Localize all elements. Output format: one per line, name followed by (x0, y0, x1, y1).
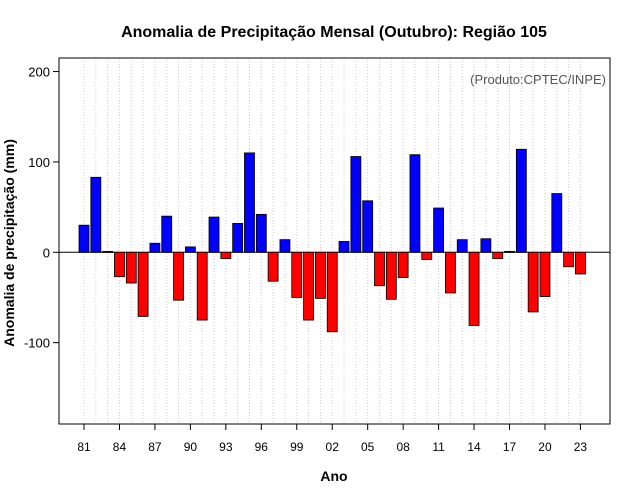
bar-84 (114, 251, 125, 278)
bar-08 (397, 251, 409, 278)
x-tick-label: 11 (432, 440, 445, 454)
x-tick-label: 05 (361, 440, 375, 454)
bar-03 (338, 241, 350, 253)
bar-99 (291, 251, 303, 298)
bar-96 (255, 213, 267, 253)
bar-85 (125, 251, 137, 284)
bar-06 (374, 251, 385, 287)
y-tick-label: -100 (24, 336, 50, 351)
x-tick-label: 81 (77, 440, 91, 454)
bar-02 (326, 251, 338, 333)
bar-23 (575, 251, 586, 275)
x-tick-label: 17 (503, 440, 517, 454)
bar-15 (480, 238, 492, 253)
bar-86 (137, 251, 149, 317)
bar-10 (421, 251, 433, 260)
bar-16 (492, 251, 504, 260)
x-tick-label: 20 (538, 440, 552, 454)
bar-83 (102, 250, 114, 253)
x-tick-label: 96 (255, 440, 269, 454)
bar-98 (279, 239, 291, 253)
y-tick-label: 100 (28, 155, 50, 170)
bar-88 (161, 215, 173, 253)
bar-93 (220, 251, 232, 260)
x-tick-label: 84 (113, 440, 127, 454)
bar-20 (539, 251, 551, 297)
bar-05 (362, 200, 374, 253)
bar-01 (314, 251, 326, 299)
bar-07 (385, 251, 397, 300)
bar-12 (445, 251, 456, 294)
x-tick-label: 87 (148, 440, 162, 454)
x-tick-label: 93 (219, 440, 233, 454)
x-tick-label: 02 (326, 440, 340, 454)
y-tick-label: 0 (43, 245, 50, 260)
x-tick-label: 08 (396, 440, 410, 454)
bar-21 (551, 193, 563, 253)
bar-87 (149, 242, 161, 253)
x-axis: 81 84 87 90 93 96 99 02 05 08 11 14 17 20 23 (77, 424, 587, 454)
bar-04 (350, 156, 362, 253)
bar-17 (504, 250, 515, 253)
bar-11 (433, 207, 445, 253)
chart-title: Anomalia de Precipitação Mensal (Outubro… (121, 24, 547, 41)
bar-09 (409, 154, 421, 253)
vertical-grid (83, 58, 581, 424)
bar-13 (456, 239, 468, 253)
bar-92 (208, 216, 220, 253)
credit-annotation: (Produto:CPTEC/INPE) (470, 72, 606, 87)
bar-95 (244, 152, 255, 253)
bar-14 (468, 251, 480, 326)
y-axis-title: Anomalia de precipitação (mm) (1, 139, 17, 347)
y-tick-label: 200 (28, 65, 50, 80)
bar-81 (78, 224, 90, 253)
bar-90 (184, 246, 196, 253)
bar-82 (90, 176, 102, 253)
y-axis: -100 0 100 200 (24, 65, 59, 351)
bar-91 (196, 251, 208, 321)
bar-22 (563, 251, 575, 268)
bar-19 (527, 251, 539, 313)
x-tick-label: 90 (184, 440, 198, 454)
bar-18 (515, 148, 527, 253)
x-tick-label: 99 (290, 440, 304, 454)
x-tick-label: 23 (574, 440, 588, 454)
bars (78, 148, 586, 333)
bar-94 (232, 222, 244, 253)
x-axis-title: Ano (320, 468, 347, 484)
bar-89 (173, 251, 184, 301)
bar-97 (267, 251, 279, 282)
x-tick-label: 14 (467, 440, 481, 454)
plot-frame (58, 57, 611, 425)
bar-00 (303, 251, 314, 321)
